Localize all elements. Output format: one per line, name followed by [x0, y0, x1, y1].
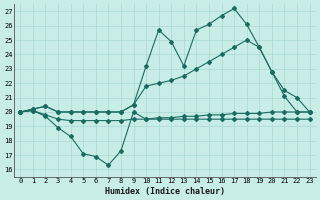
X-axis label: Humidex (Indice chaleur): Humidex (Indice chaleur) — [105, 187, 225, 196]
